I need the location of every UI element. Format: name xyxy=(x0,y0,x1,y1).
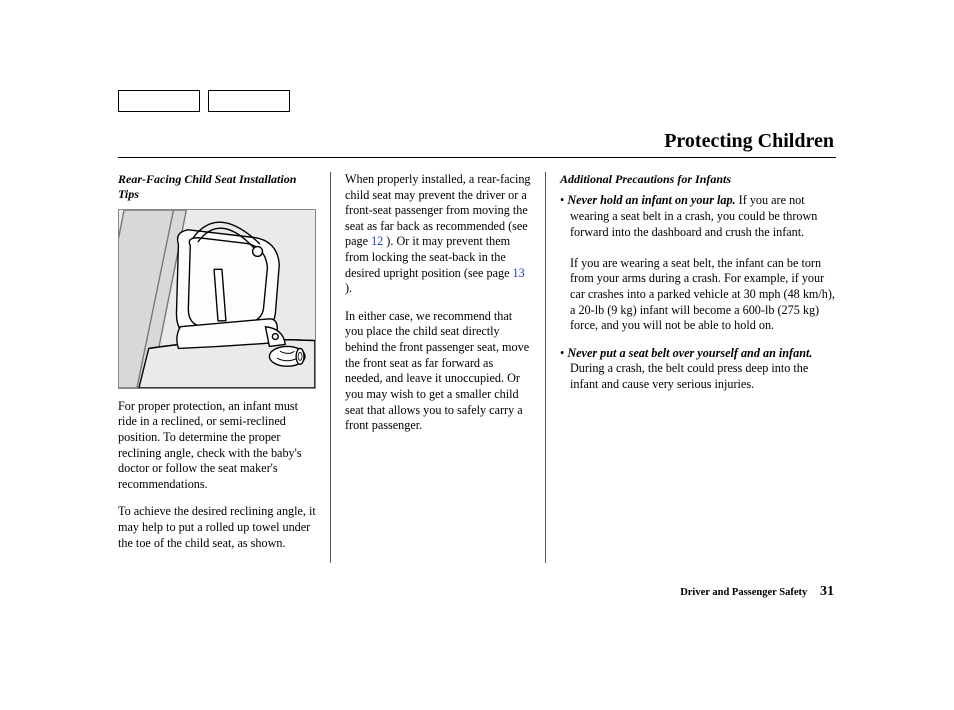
col2-para-1: When properly installed, a rear-facing c… xyxy=(345,172,531,297)
col3-subhead: Additional Precautions for Infants xyxy=(560,172,836,187)
col1-subhead: Rear-Facing Child Seat Installation Tips xyxy=(118,172,316,203)
page-title: Protecting Children xyxy=(118,130,836,153)
column-3: Additional Precautions for Infants Never… xyxy=(546,172,836,563)
col1-para-2: To achieve the desired reclining angle, … xyxy=(118,504,316,551)
precaution-item-2: Never put a seat belt over yourself and … xyxy=(560,346,836,393)
b2-rest: During a crash, the belt could press dee… xyxy=(570,361,808,391)
b1-p2: If you are wearing a seat belt, the infa… xyxy=(570,256,836,334)
title-rule xyxy=(118,157,836,158)
nav-button-1[interactable] xyxy=(118,90,200,112)
page-link-13[interactable]: 13 xyxy=(513,266,525,280)
columns: Rear-Facing Child Seat Installation Tips xyxy=(118,172,836,563)
precaution-item-1: Never hold an infant on your lap. If you… xyxy=(560,193,836,333)
page-content: Protecting Children Rear-Facing Child Se… xyxy=(118,90,836,563)
nav-button-row xyxy=(118,90,836,112)
col2-p1-c: ). xyxy=(345,281,352,295)
b2-bold: Never put a seat belt over yourself and … xyxy=(567,346,812,360)
child-seat-illustration xyxy=(118,209,316,389)
precautions-list: Never hold an infant on your lap. If you… xyxy=(560,193,836,392)
footer-page-number: 31 xyxy=(820,584,834,599)
col1-para-1: For proper protection, an infant must ri… xyxy=(118,399,316,493)
page-footer: Driver and Passenger Safety 31 xyxy=(680,584,834,600)
page-link-12[interactable]: 12 xyxy=(371,234,383,248)
nav-button-2[interactable] xyxy=(208,90,290,112)
footer-section: Driver and Passenger Safety xyxy=(680,587,807,598)
b1-bold: Never hold an infant on your lap. xyxy=(567,193,735,207)
col2-para-2: In either case, we recommend that you pl… xyxy=(345,309,531,434)
column-2: When properly installed, a rear-facing c… xyxy=(330,172,546,563)
column-1: Rear-Facing Child Seat Installation Tips xyxy=(118,172,330,563)
